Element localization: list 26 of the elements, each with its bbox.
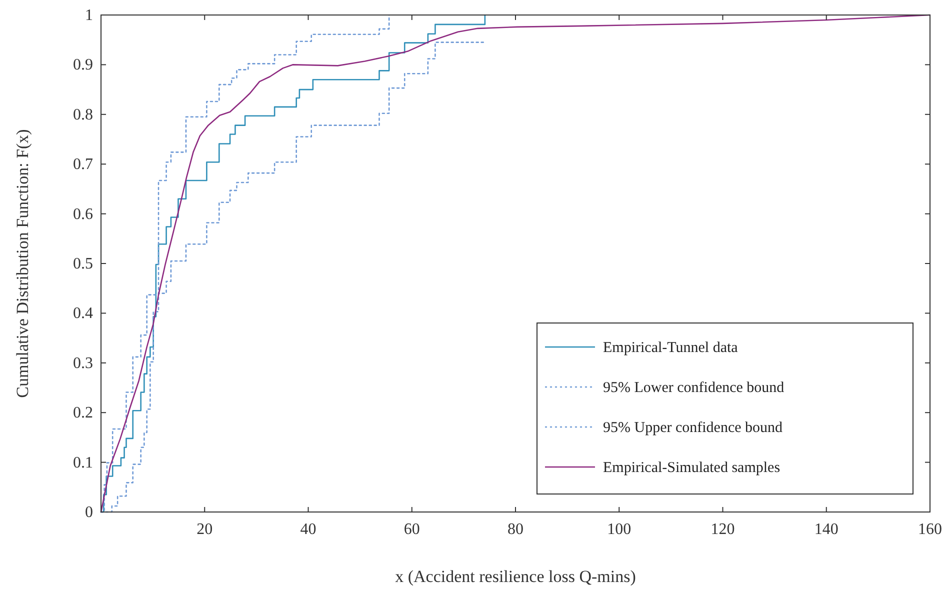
y-tick-label: 0.2 (73, 404, 93, 422)
y-tick-label: 1 (85, 7, 93, 24)
y-tick-label: 0.6 (73, 206, 93, 223)
line-series (100, 14, 931, 513)
y-tick-label: 0.8 (73, 106, 93, 124)
y-tick-label: 0.5 (73, 256, 93, 272)
y-tick-label: 0.9 (73, 56, 93, 74)
y-tick-label: 0 (85, 504, 93, 521)
legend-label: Empirical-Simulated samples (603, 460, 780, 476)
x-tick-label: 40 (300, 521, 316, 538)
legend-label: Empirical-Tunnel data (603, 340, 738, 356)
y-tick-label: 0.4 (73, 305, 93, 322)
x-tick-label: 80 (508, 521, 524, 538)
y-tick-label: 0.7 (73, 156, 93, 174)
x-tick-label: 100 (607, 521, 632, 538)
x-axis-title: x (Accident resilience loss Q-mins) (395, 567, 636, 586)
x-tick-label: 120 (710, 521, 735, 538)
legend-label: 95% Lower confidence bound (603, 380, 785, 396)
x-tick-label: 160 (918, 521, 942, 538)
legend-label: 95% Upper confidence bound (603, 420, 784, 436)
y-axis-title: Cumulative Distribution Function: F(x) (13, 129, 32, 398)
x-tick-label: 20 (196, 521, 213, 538)
x-tick-label: 60 (404, 521, 420, 538)
y-tick-label: 0.1 (73, 454, 93, 472)
y-tick-label: 0.3 (73, 354, 93, 372)
x-tick-label: 140 (814, 521, 838, 538)
